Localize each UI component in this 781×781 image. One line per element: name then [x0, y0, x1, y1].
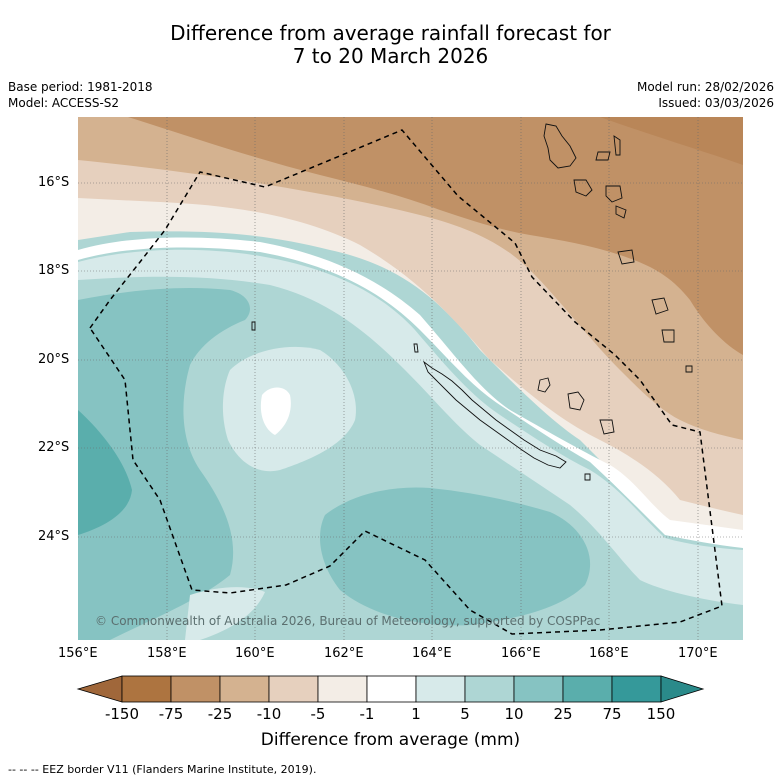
- lon-label: 166°E: [501, 646, 541, 661]
- colorbar-bin: [317, 675, 368, 703]
- island-hunter: [685, 365, 693, 373]
- colorbar-extend-low: [76, 675, 123, 703]
- colorbar-tick-label: 150: [646, 705, 676, 723]
- copyright-notice: © Commonwealth of Australia 2026, Bureau…: [95, 614, 601, 628]
- colorbar-tick-label: -10: [256, 705, 282, 723]
- lon-label: 170°E: [678, 646, 718, 661]
- colorbar-title: Difference from average (mm): [260, 730, 521, 750]
- vanuatu-malekula: [573, 179, 593, 197]
- lat-label: 16°S: [38, 175, 70, 190]
- loyalty-island-3: [599, 419, 615, 435]
- band-pos-1: [78, 249, 743, 605]
- vanuatu-maewo: [613, 135, 621, 156]
- lon-label: 168°E: [589, 646, 629, 661]
- colorbar-tick-label: 5: [460, 705, 470, 723]
- colorbar-tick-label: 75: [602, 705, 622, 723]
- colorbar-tick-label: -1: [359, 705, 375, 723]
- new-caledonia-outline: [422, 360, 567, 469]
- colorbar-bin: [562, 675, 613, 703]
- colorbar-tick-label: -150: [104, 705, 140, 723]
- vanuatu-efate: [605, 185, 623, 203]
- lat-label: 20°S: [38, 352, 70, 367]
- colorbar-bin: [611, 675, 662, 703]
- eez-border-note: -- -- -- EEZ border V11 (Flanders Marine…: [8, 763, 317, 776]
- map-title-line2: 7 to 20 March 2026: [292, 44, 489, 68]
- colorbar-tick-label: 25: [553, 705, 573, 723]
- colorbar-bin: [268, 675, 319, 703]
- island-tiny-1: [251, 321, 256, 331]
- lat-label: 22°S: [38, 440, 70, 455]
- island-tiny-2: [413, 343, 419, 353]
- vanuatu-aneityum: [661, 329, 675, 343]
- lon-label: 164°E: [412, 646, 452, 661]
- band-pos-10-a: [78, 288, 250, 640]
- band-pos-25: [78, 410, 132, 535]
- lat-label: 24°S: [38, 529, 70, 544]
- vanuatu-tanna: [651, 297, 669, 315]
- vanuatu-small: [615, 205, 627, 219]
- lon-label: 162°E: [324, 646, 364, 661]
- colorbar-extend-high: [660, 675, 705, 703]
- band-neg-75: [128, 117, 743, 355]
- colorbar-tick-label: -25: [207, 705, 233, 723]
- lon-label: 160°E: [235, 646, 275, 661]
- band-pos-1-south: [185, 587, 265, 640]
- lat-label: 18°S: [38, 263, 70, 278]
- band-pos-10-b: [320, 487, 591, 626]
- issued-date: Issued: 03/03/2026: [658, 96, 774, 110]
- colorbar-bin: [464, 675, 515, 703]
- loyalty-island-2: [567, 391, 585, 411]
- rainfall-map: [78, 117, 743, 640]
- eez-border: [89, 129, 723, 635]
- lon-label: 158°E: [147, 646, 187, 661]
- colorbar-tick-label: -75: [158, 705, 184, 723]
- base-period: Base period: 1981-2018: [8, 80, 153, 94]
- colorbar-bin: [170, 675, 221, 703]
- colorbar-tick-label: 1: [411, 705, 421, 723]
- vanuatu-ambae: [595, 151, 611, 161]
- model-run: Model run: 28/02/2026: [636, 80, 774, 94]
- colorbar-bin: [366, 675, 417, 703]
- colorbar-bin: [513, 675, 564, 703]
- colorbar-bin: [415, 675, 466, 703]
- lon-label: 156°E: [58, 646, 98, 661]
- island-small-sw: [584, 473, 591, 481]
- vanuatu-erromango: [617, 249, 635, 265]
- band-neg-150: [600, 117, 743, 165]
- colorbar-bin: [219, 675, 270, 703]
- vanuatu-espiritu-santo: [543, 123, 577, 169]
- model-name: Model: ACCESS-S2: [8, 96, 120, 110]
- band-neutral-patch: [260, 387, 291, 435]
- loyalty-island-1: [537, 377, 551, 393]
- colorbar-bin: [121, 675, 172, 703]
- colorbar-tick-label: 10: [504, 705, 524, 723]
- colorbar: [76, 675, 705, 703]
- colorbar-tick-label: -5: [310, 705, 326, 723]
- map-title-line1: Difference from average rainfall forecas…: [170, 21, 611, 45]
